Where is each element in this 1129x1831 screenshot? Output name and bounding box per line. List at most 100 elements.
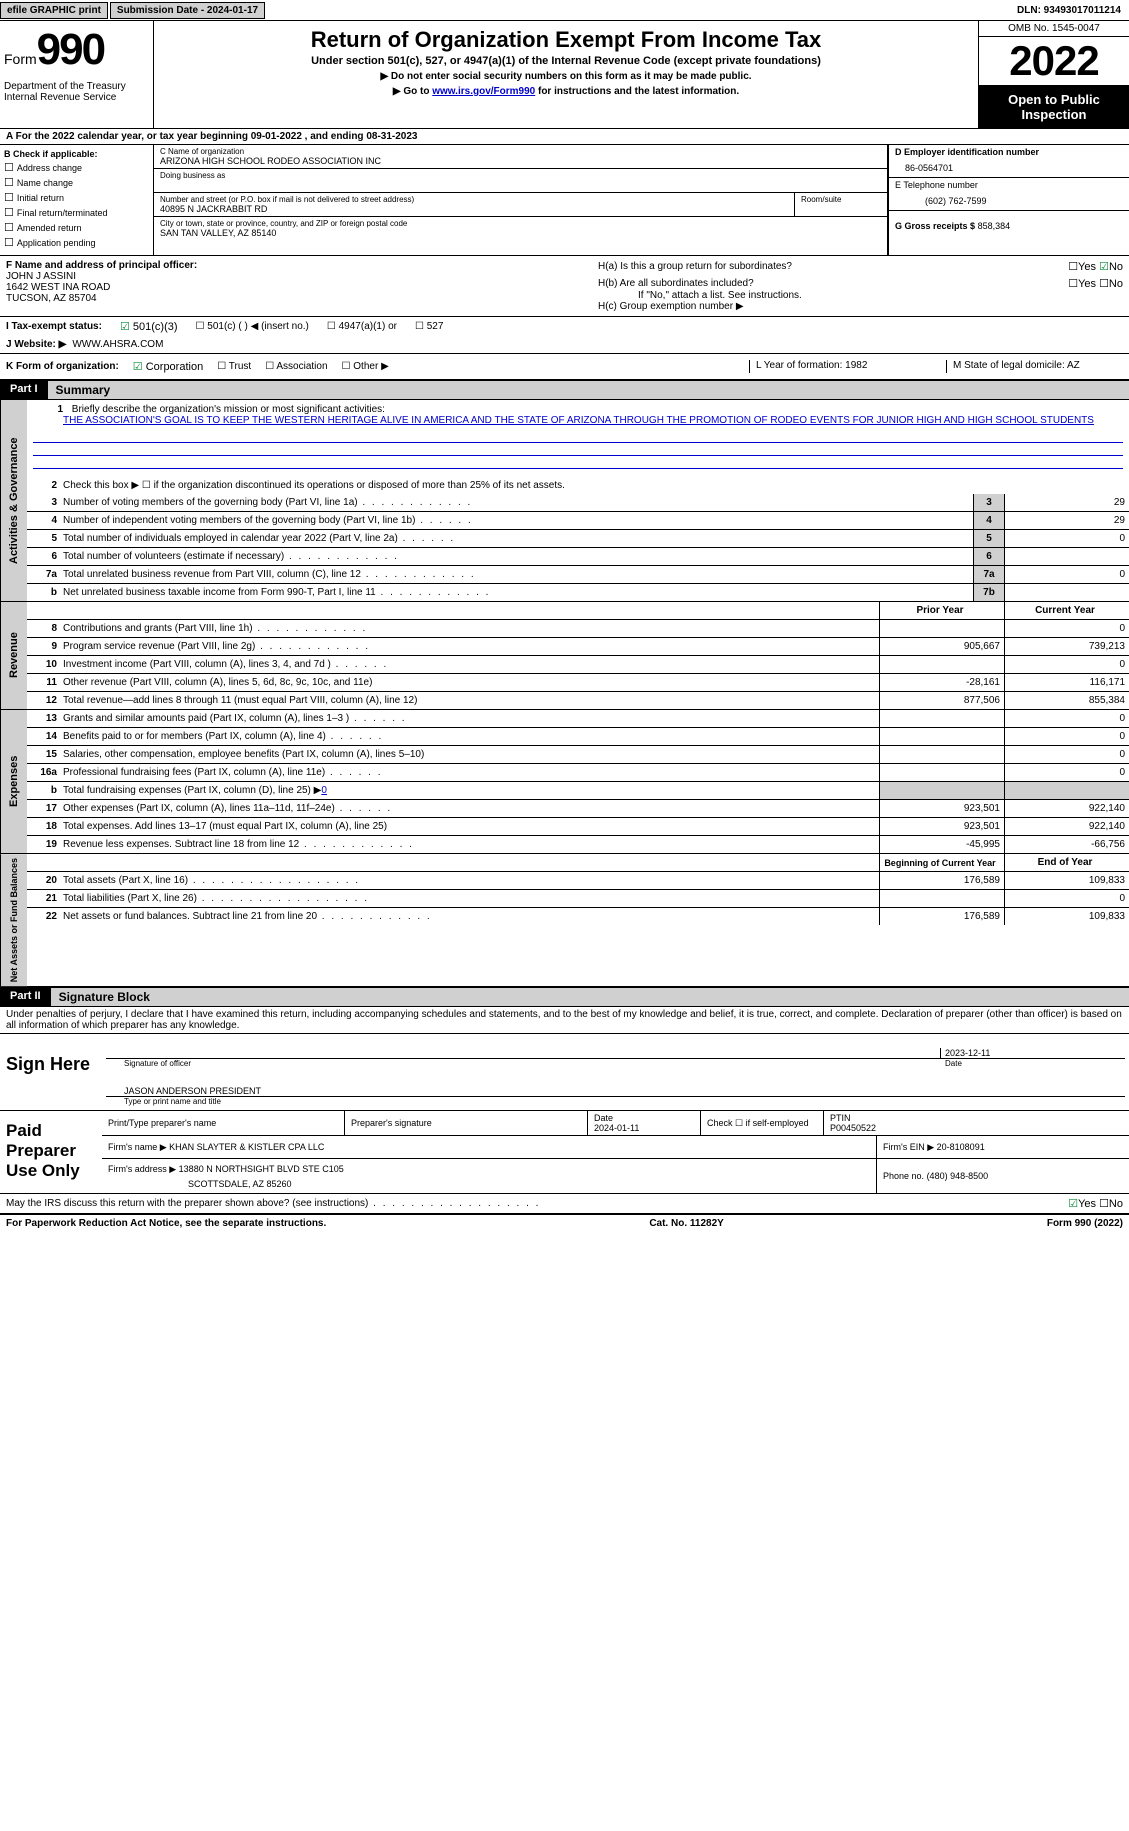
line-15-desc: Salaries, other compensation, employee b… [63,748,879,761]
form-org-label: K Form of organization: [6,361,119,372]
line-1: 1 Briefly describe the organization's mi… [27,400,1129,430]
gross-value: 858,384 [978,221,1011,231]
firm-phone: (480) 948-8500 [927,1171,989,1181]
activities-table: 1 Briefly describe the organization's mi… [27,400,1129,601]
ha-label: H(a) Is this a group return for subordin… [598,261,792,272]
blank-line-2 [33,443,1123,456]
line-13-desc: Grants and similar amounts paid (Part IX… [63,712,879,725]
line-9-current: 739,213 [1005,638,1129,655]
chk-application-pending[interactable]: Application pending [4,236,149,249]
org-name-cell: C Name of organization ARIZONA HIGH SCHO… [154,145,887,169]
sign-date: 2023-12-11 [940,1048,1125,1058]
line-12-desc: Total revenue—add lines 8 through 11 (mu… [63,694,879,707]
part-ii-badge: Part II [0,988,51,1006]
trust-check[interactable]: ☐ Trust [217,361,251,372]
activities-label: Activities & Governance [0,400,27,601]
line-7b-num: b [27,587,63,598]
blank-line-3 [33,456,1123,469]
firm-addr2: SCOTTSDALE, AZ 85260 [108,1179,870,1189]
part-ii-title: Signature Block [51,988,1129,1006]
line-4-box: 4 [973,512,1005,529]
room-cell: Room/suite [795,193,887,216]
efile-badge: efile GRAPHIC print [0,2,108,19]
discuss-answer: ☑Yes ☐No [1068,1197,1123,1210]
chk-final-return[interactable]: Final return/terminated [4,206,149,219]
line-8-current: 0 [1005,620,1129,637]
phone-value: (602) 762-7599 [895,190,1123,206]
other-label: Other ▶ [353,361,388,372]
header-sub1: Under section 501(c), 527, or 4947(a)(1)… [160,55,972,67]
header-center: Return of Organization Exempt From Incom… [154,21,978,128]
line-17-num: 17 [27,803,63,814]
assoc-label: Association [276,361,327,372]
begin-year-head: Beginning of Current Year [879,854,1005,871]
footer-left: For Paperwork Reduction Act Notice, see … [6,1218,326,1229]
expenses-label: Expenses [0,710,27,853]
row-a-tax-year: A For the 2022 calendar year, or tax yea… [0,129,1129,145]
501c3-check[interactable]: ☑ 501(c)(3) [120,320,178,333]
header-left: Form990 Department of the Treasury Inter… [0,21,154,128]
firm-addr1: 13880 N NORTHSIGHT BLVD STE C105 [179,1164,344,1174]
self-employed-check[interactable]: Check ☐ if self-employed [707,1118,817,1129]
chk-address-change[interactable]: Address change [4,161,149,174]
line-22-num: 22 [27,911,63,922]
line-20-desc: Total assets (Part X, line 16) [63,874,879,887]
other-check[interactable]: ☐ Other ▶ [342,361,389,372]
line-7a-box: 7a [973,566,1005,583]
chk-initial-return[interactable]: Initial return [4,191,149,204]
line-4-num: 4 [27,515,63,526]
line-13-num: 13 [27,713,63,724]
type-print-label: Type or print name and title [106,1097,1125,1106]
line-16a-current: 0 [1005,764,1129,781]
line-16b-link[interactable]: 0 [321,785,327,796]
chk-amended-return[interactable]: Amended return [4,221,149,234]
goto-prefix: ▶ Go to [393,86,432,97]
website-label: J Website: ▶ [6,339,66,350]
current-year-head: Current Year [1005,602,1129,619]
prep-sig-label: Preparer's signature [351,1118,581,1128]
irs-label: Internal Revenue Service [4,92,149,103]
line-20-prior: 176,589 [879,872,1005,889]
line-10-prior [879,656,1005,673]
line-3-box: 3 [973,494,1005,511]
line-16a-prior [879,764,1005,781]
officer-addr2: TUCSON, AZ 85704 [6,293,586,304]
chk-name-change[interactable]: Name change [4,176,149,189]
line-15-num: 15 [27,749,63,760]
revenue-label: Revenue [0,602,27,709]
year-formation: L Year of formation: 1982 [749,360,946,373]
527-check[interactable]: ☐ 527 [415,321,443,332]
tax-year: 2022 [979,37,1129,86]
org-name: ARIZONA HIGH SCHOOL RODEO ASSOCIATION IN… [160,156,881,166]
line-20-current: 109,833 [1005,872,1129,889]
501c-check[interactable]: ☐ 501(c) ( ) ◀ (insert no.) [196,321,309,332]
footer-mid: Cat. No. 11282Y [649,1218,723,1229]
assoc-check[interactable]: ☐ Association [265,361,327,372]
org-name-label: C Name of organization [160,147,881,156]
firm-ein-label: Firm's EIN ▶ [883,1142,934,1152]
officer-name: JOHN J ASSINI [6,271,586,282]
form-header: Form990 Department of the Treasury Inter… [0,21,1129,129]
website-value: WWW.AHSRA.COM [72,339,163,350]
irs-link[interactable]: www.irs.gov/Form990 [432,86,535,97]
line-11-num: 11 [27,677,63,688]
line-18-num: 18 [27,821,63,832]
line-19-prior: -45,995 [879,836,1005,853]
netassets-label: Net Assets or Fund Balances [0,854,27,986]
line-6-box: 6 [973,548,1005,565]
revenue-section: Revenue Prior Year Current Year 8 Contri… [0,602,1129,710]
line-6-num: 6 [27,551,63,562]
corp-check[interactable]: ☑ Corporation [133,360,203,373]
line-6-val [1005,548,1129,565]
street-label: Number and street (or P.O. box if mail i… [160,195,788,204]
section-bcd: B Check if applicable: Address change Na… [0,145,1129,256]
trust-label: Trust [229,361,251,372]
city-cell: City or town, state or province, country… [154,217,887,240]
col-c: C Name of organization ARIZONA HIGH SCHO… [154,145,1129,255]
hb-label: H(b) Are all subordinates included? [598,278,754,289]
prep-date-label: Date [594,1113,694,1123]
line-12-current: 855,384 [1005,692,1129,709]
activities-section: Activities & Governance 1 Briefly descri… [0,400,1129,602]
4947-check[interactable]: ☐ 4947(a)(1) or [327,321,397,332]
line-5-desc: Total number of individuals employed in … [63,532,973,545]
